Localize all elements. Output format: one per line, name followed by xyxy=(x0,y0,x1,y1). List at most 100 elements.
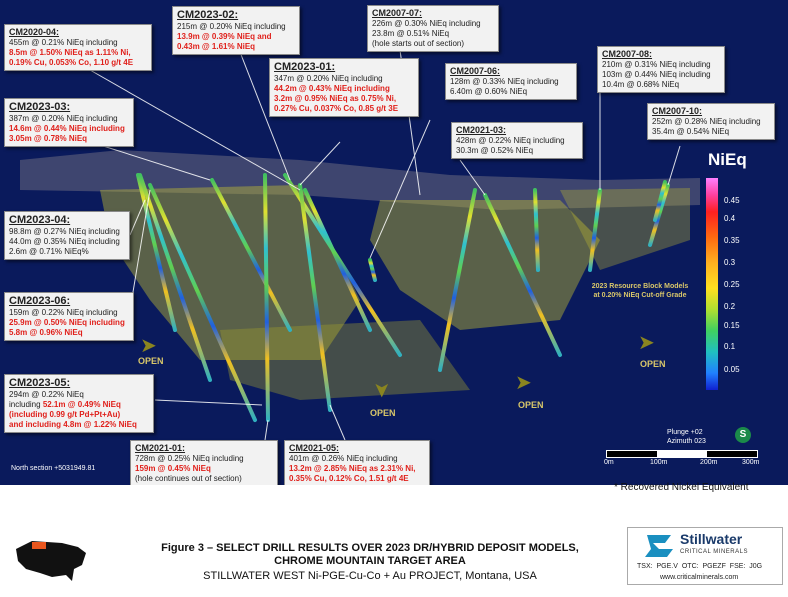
callout-title: CM2020-04: xyxy=(9,27,60,37)
drill-hole-cm2023-06 xyxy=(148,183,257,422)
legend-label: 0.05 xyxy=(724,365,740,374)
drill-hole-cm2021-03 xyxy=(483,193,562,357)
drill-hole-cm2007-08 xyxy=(588,188,602,272)
legend-colorbar xyxy=(706,178,718,390)
north-section-label: North section +5031949.81 xyxy=(11,465,96,472)
scale-label: 0m xyxy=(604,459,614,466)
callout-highlight: 13.2m @ 2.85% NiEq as 2.31% Ni, xyxy=(289,464,416,473)
open-arrow-icon: ➤ xyxy=(370,381,393,399)
azimuth-line: Azimuth 023 xyxy=(667,438,706,445)
callout-highlight: 0.43m @ 1.61% NiEq xyxy=(177,42,256,51)
callout-highlight: 5.8m @ 0.96% NiEq xyxy=(9,328,83,337)
logo-name: Stillwater xyxy=(680,531,743,547)
callout-highlight: 13.9m @ 0.39% NiEq and xyxy=(177,32,272,41)
drill-hole-cm2023-02 xyxy=(210,178,292,332)
drill-holes xyxy=(136,173,670,422)
callout-highlight: 3.05m @ 0.78% NiEq xyxy=(9,134,88,143)
callout-line: 23.8m @ 0.51% NiEq xyxy=(372,29,450,38)
callout-highlight: and including 4.8m @ 1.22% NiEq xyxy=(9,420,137,429)
callout-line: 455m @ 0.21% NiEq including xyxy=(9,38,118,47)
callout-line: 401m @ 0.26% NiEq including xyxy=(289,454,398,463)
drill-hole-cm2023-05 xyxy=(263,173,270,422)
callout-title: CM2021-01: xyxy=(135,443,186,453)
callout-title: CM2023-06: xyxy=(9,295,71,307)
legend-label: 0.35 xyxy=(724,236,740,245)
section-view: CM2020-04: 455m @ 0.21% NiEq including 8… xyxy=(0,0,788,485)
callout-line: 215m @ 0.20% NiEq including xyxy=(177,22,286,31)
open-arrow-icon: ➤ xyxy=(638,332,655,354)
legend-label: 0.2 xyxy=(724,302,736,311)
callout-line: 2.6m @ 0.71% NiEq% xyxy=(9,247,89,256)
block-models-line: 2023 Resource Block Models xyxy=(591,283,689,290)
callout-cm2007-10: CM2007-10: 252m @ 0.28% NiEq including 3… xyxy=(647,103,775,140)
callout-line: (hole starts out of section) xyxy=(372,39,465,48)
callout-cm2021-01: CM2021-01: 728m @ 0.25% NiEq including 1… xyxy=(130,440,278,485)
legend-label: 0.4 xyxy=(724,214,736,223)
callout-cm2023-01: CM2023-01: 347m @ 0.20% NiEq including 4… xyxy=(269,58,419,117)
callout-line: 6.40m @ 0.60% NiEq xyxy=(450,87,528,96)
drill-hole-cm2021-05 xyxy=(298,183,332,412)
callout-highlight: (including 0.99 g/t Pd+Pt+Au) xyxy=(9,410,121,419)
callout-title: CM2023-03: xyxy=(9,101,71,113)
callout-highlight: 0.19% Cu, 0.053% Co, 1.10 g/t 4E xyxy=(9,58,134,67)
block-models-line: at 0.20% NiEq Cut-off Grade xyxy=(593,292,687,299)
drill-hole-cm2021-01 xyxy=(438,188,477,372)
callout-title: CM2007-10: xyxy=(652,106,703,116)
callout-title: CM2023-02: xyxy=(177,9,239,21)
stillwater-logo-icon xyxy=(645,535,673,557)
figure-subtitle: STILLWATER WEST Ni-PGE-Cu-Co + Au PROJEC… xyxy=(203,570,537,582)
callout-title: CM2007-06: xyxy=(450,66,501,76)
tickers: TSX: PGE.V OTC: PGEZF FSE: J0G xyxy=(637,563,763,570)
scale-label: 100m xyxy=(650,459,668,466)
callout-cm2023-06: CM2023-06: 159m @ 0.22% NiEq including 2… xyxy=(4,292,134,341)
callout-title: CM2021-03: xyxy=(456,125,507,135)
callout-highlight: 8.5m @ 1.50% NiEq as 1.11% Ni, xyxy=(9,48,131,57)
open-label: OPEN xyxy=(138,356,164,366)
callout-line: 44.0m @ 0.35% NiEq including xyxy=(9,237,120,246)
open-label: OPEN xyxy=(518,400,544,410)
callout-line: including xyxy=(9,400,43,409)
topography-surface xyxy=(20,150,700,210)
plunge-line: Plunge +02 xyxy=(667,429,703,436)
callout-cm2023-03: CM2023-03: 387m @ 0.20% NiEq including 1… xyxy=(4,98,134,147)
open-arrow-icon: ➤ xyxy=(140,335,157,357)
callout-line: 128m @ 0.33% NiEq including xyxy=(450,77,559,86)
callout-highlight: 0.35% Cu, 0.12% Co, 1.51 g/t 4E xyxy=(289,474,409,483)
legend-label: 0.25 xyxy=(724,280,740,289)
callout-cm2007-08: CM2007-08: 210m @ 0.31% NiEq including 1… xyxy=(597,46,725,93)
callout-title: CM2007-08: xyxy=(602,49,653,59)
drill-hole-cm2023-04 xyxy=(138,173,212,382)
callout-title: CM2021-05: xyxy=(289,443,340,453)
callout-cm2007-07: CM2007-07: 226m @ 0.30% NiEq including 2… xyxy=(367,5,499,52)
open-label: OPEN xyxy=(370,408,396,418)
callout-leaders xyxy=(89,49,681,441)
callout-line: 387m @ 0.20% NiEq including xyxy=(9,114,118,123)
callout-title: CM2023-04: xyxy=(9,214,71,226)
callout-line: 103m @ 0.44% NiEq including xyxy=(602,70,711,79)
figure-title-line: Figure 3 – SELECT DRILL RESULTS OVER 202… xyxy=(161,542,579,554)
callout-highlight: 159m @ 0.45% NiEq xyxy=(135,464,211,473)
us-location-map-icon xyxy=(16,541,86,581)
legend-label: 0.15 xyxy=(724,321,740,330)
compass-icon: S xyxy=(735,427,751,443)
callout-line: 226m @ 0.30% NiEq including xyxy=(372,19,481,28)
figure-title-line: CHROME MOUNTAIN TARGET AREA xyxy=(274,555,466,567)
deposit-model-central xyxy=(370,200,600,330)
callout-title: CM2007-07: xyxy=(372,8,423,18)
callout-highlight: 14.6m @ 0.44% NiEq including xyxy=(9,124,125,133)
callout-highlight: 25.9m @ 0.50% NiEq including xyxy=(9,318,125,327)
open-label: OPEN xyxy=(640,359,666,369)
callout-cm2023-05: CM2023-05: 294m @ 0.22% NiEq including 5… xyxy=(4,374,154,433)
callout-highlight: 3.2m @ 0.95% NiEq as 0.75% Ni, xyxy=(274,94,397,103)
drill-hole-cm2007-10 xyxy=(648,183,670,247)
legend-title: NiEq xyxy=(708,150,747,169)
callout-line: 210m @ 0.31% NiEq including xyxy=(602,60,711,69)
block-models-label: 2023 Resource Block Models at 0.20% NiEq… xyxy=(585,282,695,300)
open-arrow-icon: ➤ xyxy=(515,372,532,394)
scale-label: 300m xyxy=(742,459,760,466)
legend-label: 0.1 xyxy=(724,342,736,351)
callout-line: 10.4m @ 0.68% NiEq xyxy=(602,80,680,89)
logo-subtitle: CRITICAL MINERALS xyxy=(680,549,748,555)
callout-cm2023-02: CM2023-02: 215m @ 0.20% NiEq including 1… xyxy=(172,6,300,55)
callout-line: 294m @ 0.22% NiEq xyxy=(9,390,84,399)
